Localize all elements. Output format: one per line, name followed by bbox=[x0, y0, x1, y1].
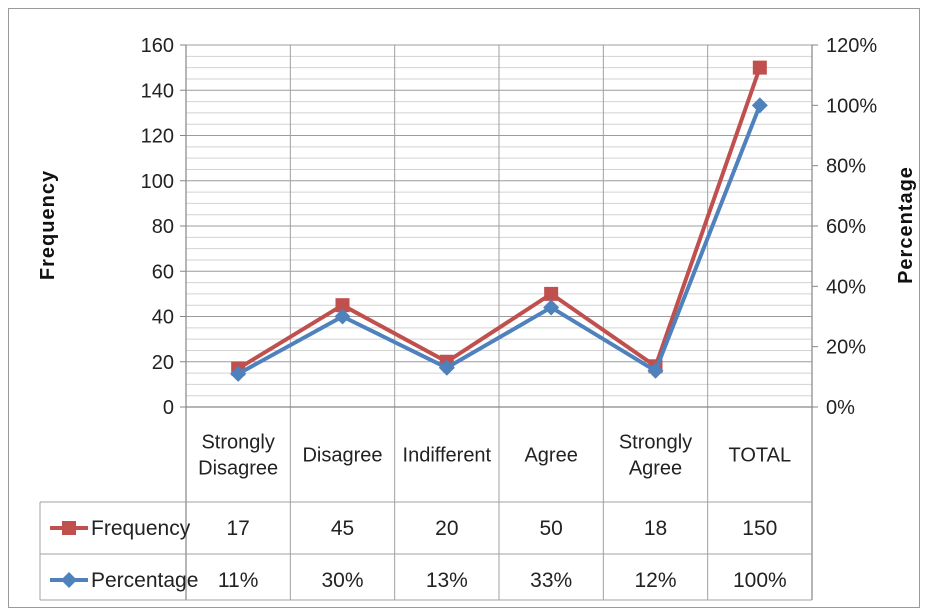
data-label: 11% bbox=[218, 569, 258, 592]
data-label: 18 bbox=[644, 517, 667, 540]
y-tick-label: 0 bbox=[163, 397, 174, 419]
data-label: 45 bbox=[331, 517, 354, 540]
y2-tick-label: 120% bbox=[826, 35, 877, 57]
y-tick-label: 140 bbox=[141, 80, 174, 102]
y-tick-label: 100 bbox=[141, 171, 174, 193]
x-category-label: Agree bbox=[524, 445, 577, 467]
data-label: 100% bbox=[733, 569, 787, 592]
x-category-label: Strongly bbox=[619, 432, 692, 454]
legend-series-name: Frequency bbox=[91, 517, 191, 540]
data-label: 13% bbox=[426, 569, 468, 592]
y2-tick-label: 20% bbox=[826, 337, 866, 359]
point-marker-diamond bbox=[647, 362, 664, 379]
point-marker-diamond bbox=[751, 97, 768, 114]
point-marker-diamond bbox=[334, 308, 351, 325]
point-marker-diamond bbox=[438, 359, 455, 376]
series-line-frequency bbox=[237, 66, 762, 371]
data-label: 50 bbox=[539, 517, 562, 540]
y-tick-label: 20 bbox=[152, 352, 174, 374]
legend-series-name: Percentage bbox=[91, 569, 198, 592]
left-axis-ticks: 0 20 40 60 80 100 120 140 160 bbox=[141, 35, 186, 419]
legend-key-square bbox=[62, 521, 76, 535]
right-axis-ticks: 0% 20% 40% 60% 80% 100% 120% bbox=[812, 35, 877, 419]
y-tick-label: 120 bbox=[141, 126, 174, 148]
x-category-label: TOTAL bbox=[729, 445, 792, 467]
y-tick-label: 40 bbox=[152, 307, 174, 329]
y2-tick-label: 100% bbox=[826, 95, 877, 117]
x-category-label: Strongly bbox=[201, 432, 274, 454]
data-label: 20 bbox=[435, 517, 458, 540]
point-marker-diamond bbox=[230, 365, 247, 382]
legend-key-diamond bbox=[61, 572, 77, 588]
axes bbox=[185, 45, 813, 600]
x-category-label: Disagree bbox=[302, 445, 382, 467]
series-lines bbox=[230, 60, 768, 382]
gridlines bbox=[186, 44, 812, 600]
series-line-percentage bbox=[237, 104, 762, 376]
y-tick-label: 160 bbox=[141, 35, 174, 57]
point-marker-diamond bbox=[543, 299, 560, 316]
x-category-label: Agree bbox=[629, 458, 682, 480]
y-tick-label: 60 bbox=[152, 261, 174, 283]
y2-axis-title: Percentage bbox=[895, 166, 917, 284]
y2-tick-label: 80% bbox=[826, 156, 866, 178]
data-label: 33% bbox=[530, 569, 572, 592]
data-label: 17 bbox=[226, 517, 249, 540]
chart-frame bbox=[8, 8, 920, 608]
y2-tick-label: 60% bbox=[826, 216, 866, 238]
y-axis-title: Frequency bbox=[37, 170, 59, 280]
data-label: 30% bbox=[321, 569, 363, 592]
data-label: 12% bbox=[634, 569, 676, 592]
point-marker-square bbox=[544, 286, 559, 301]
x-category-label: Indifferent bbox=[403, 445, 492, 467]
y-tick-label: 80 bbox=[152, 216, 174, 238]
x-category-label: Disagree bbox=[198, 458, 278, 480]
y2-tick-label: 40% bbox=[826, 276, 866, 298]
y2-tick-label: 0% bbox=[826, 397, 855, 419]
point-marker-square bbox=[335, 298, 350, 313]
data-label: 150 bbox=[742, 517, 777, 540]
point-marker-square bbox=[752, 60, 767, 75]
data-table: Strongly Disagree Disagree Indifferent Agree… bbox=[39, 432, 812, 601]
